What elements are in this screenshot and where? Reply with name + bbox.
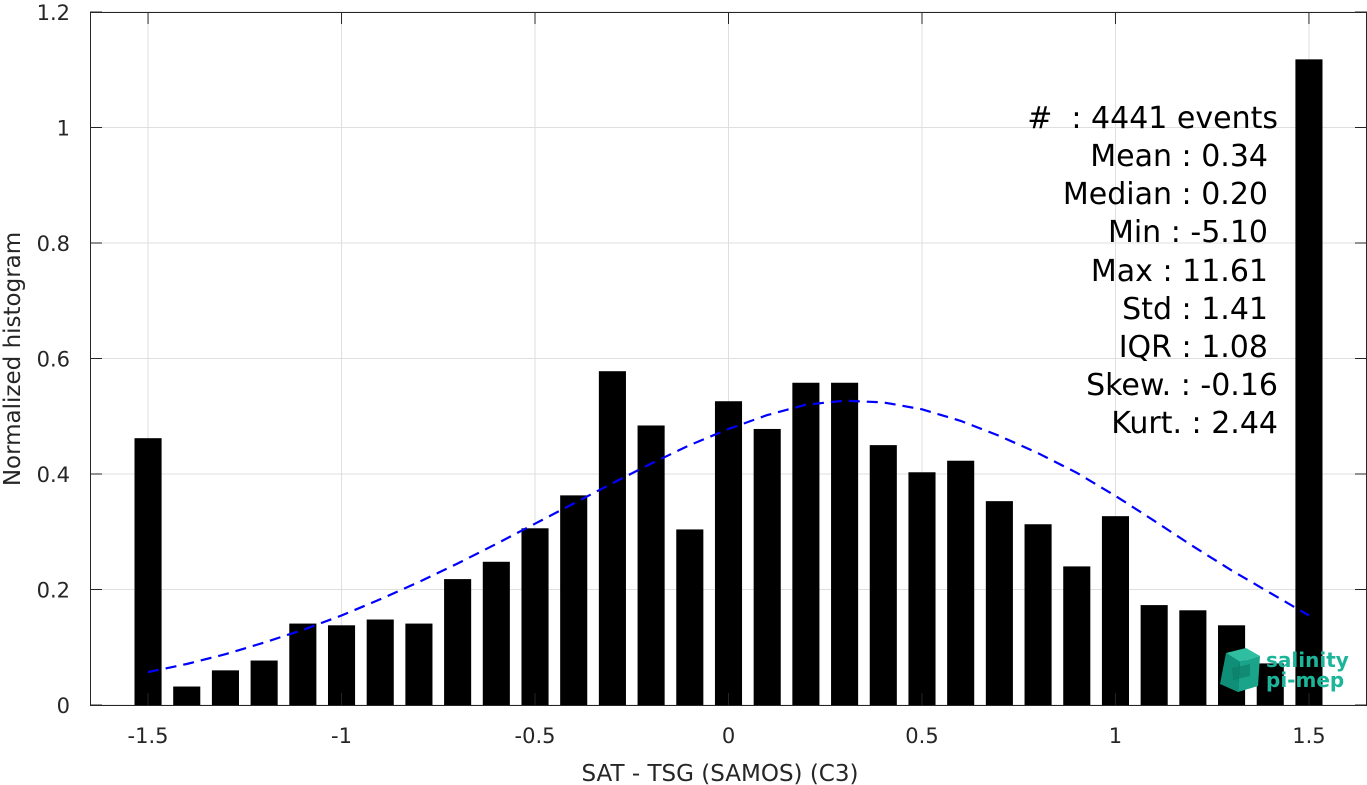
histogram-bar [444, 579, 472, 705]
histogram-bar [173, 686, 201, 705]
histogram-bar [831, 382, 859, 705]
histogram-bar [366, 619, 394, 705]
histogram-bar [598, 371, 626, 705]
x-tick-labels: -1.5 -1 -0.5 0 0.5 1 1.5 [128, 724, 1326, 748]
histogram-bar [1024, 524, 1052, 705]
x-axis-label: SAT - TSG (SAMOS) (C3) [582, 761, 859, 785]
y-tick-label: 0.6 [37, 348, 70, 372]
histogram-bar [1063, 566, 1091, 705]
histogram-bar [792, 382, 820, 705]
histogram-bar [947, 460, 975, 705]
stat-max: Max : 11.61 [1091, 254, 1268, 289]
histogram-bar [482, 561, 510, 705]
x-tick-label: -0.5 [515, 724, 556, 748]
histogram-bar [327, 625, 356, 705]
histogram-bar [1140, 605, 1168, 705]
histogram-bar [521, 528, 549, 705]
x-tick-label: 0.5 [905, 724, 938, 748]
stat-events: # : 4441 events [1027, 101, 1278, 136]
histogram-bar [676, 529, 704, 705]
histogram-bar [1101, 516, 1130, 705]
y-tick-label: 0 [57, 694, 70, 718]
stat-kurtosis: Kurt. : 2.44 [1111, 406, 1278, 441]
stat-mean: Mean : 0.34 [1090, 139, 1268, 174]
x-tick-label: -1.5 [128, 724, 169, 748]
y-tick-label: 0.2 [37, 579, 70, 603]
histogram-bar [908, 472, 936, 705]
histogram-bar [211, 670, 239, 705]
histogram-bar [1256, 663, 1284, 705]
y-tick-labels: 0 0.2 0.4 0.6 0.8 1 1.2 [37, 1, 70, 718]
histogram-bar [250, 660, 278, 705]
histogram-bar [289, 623, 317, 705]
statistics-annotation: # : 4441 events Mean : 0.34 Median : 0.2… [1027, 101, 1278, 441]
histogram-bar [714, 401, 743, 705]
histogram-bar [134, 438, 162, 705]
histogram-bar [637, 425, 665, 705]
stat-std: Std : 1.41 [1122, 292, 1268, 327]
y-tick-label: 1.2 [37, 1, 70, 25]
logo-text-pimep: pi-mep [1266, 668, 1344, 692]
x-tick-label: 0 [722, 724, 735, 748]
x-tick-label: -1 [331, 724, 352, 748]
x-tick-label: 1.5 [1292, 724, 1325, 748]
stat-iqr: IQR : 1.08 [1119, 330, 1268, 365]
histogram-bar [985, 501, 1013, 705]
histogram-bar [1179, 610, 1207, 705]
y-tick-label: 0.4 [37, 463, 70, 487]
y-tick-label: 1 [57, 117, 70, 141]
histogram-bar [1295, 59, 1323, 706]
stat-median: Median : 0.20 [1063, 177, 1268, 212]
y-tick-label: 0.8 [37, 232, 70, 256]
stat-min: Min : -5.10 [1108, 215, 1268, 250]
logo-text-salinity: salinity [1266, 648, 1349, 672]
y-axis-label: Normalized histogram [0, 232, 26, 486]
bars [134, 59, 1323, 706]
histogram-bar [869, 445, 897, 705]
logo-cube-icon [1220, 648, 1260, 692]
stat-skewness: Skew. : -0.16 [1086, 368, 1278, 403]
salinity-pimep-logo: salinity pi-mep [1220, 648, 1349, 692]
histogram-bar [560, 495, 588, 705]
normal-fit-curve [147, 399, 1310, 674]
histogram-bar [405, 623, 433, 705]
x-tick-label: 1 [1109, 724, 1122, 748]
axis-ticks [90, 11, 1367, 706]
histogram-bar [753, 428, 781, 705]
